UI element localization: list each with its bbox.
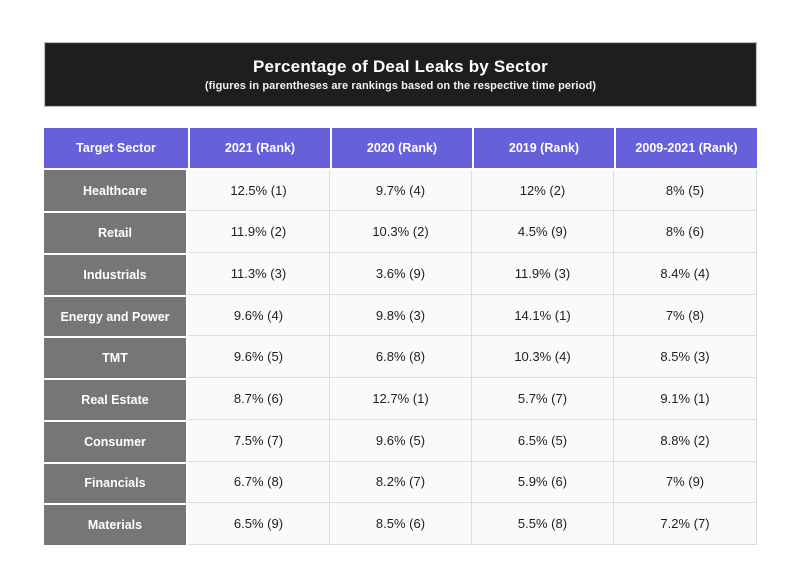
- sector-cell: Retail: [44, 211, 188, 254]
- sector-cell: Materials: [44, 503, 188, 545]
- value-cell: 8.8% (2): [614, 419, 757, 462]
- value-cell: 8.5% (6): [330, 503, 472, 545]
- value-cell: 5.9% (6): [472, 461, 614, 504]
- value-cell: 11.3% (3): [188, 253, 330, 295]
- sector-cell: Energy and Power: [44, 294, 188, 337]
- sector-leak-table: Target Sector 2021 (Rank) 2020 (Rank) 20…: [44, 128, 757, 545]
- sector-cell: Consumer: [44, 419, 188, 462]
- sector-cell: Real Estate: [44, 378, 188, 420]
- value-cell: 7.5% (7): [188, 419, 330, 462]
- column-header-2020: 2020 (Rank): [330, 128, 472, 170]
- value-cell: 14.1% (1): [472, 294, 614, 337]
- value-cell: 9.1% (1): [614, 378, 757, 420]
- value-cell: 7% (9): [614, 461, 757, 504]
- value-cell: 11.9% (3): [472, 253, 614, 295]
- value-cell: 10.3% (4): [472, 336, 614, 379]
- value-cell: 9.6% (5): [330, 419, 472, 462]
- value-cell: 6.5% (5): [472, 419, 614, 462]
- column-header-2021: 2021 (Rank): [188, 128, 330, 170]
- value-cell: 9.7% (4): [330, 169, 472, 212]
- column-header-target-sector: Target Sector: [44, 128, 188, 170]
- value-cell: 9.8% (3): [330, 294, 472, 337]
- value-cell: 6.8% (8): [330, 336, 472, 379]
- value-cell: 12.7% (1): [330, 378, 472, 420]
- value-cell: 11.9% (2): [188, 211, 330, 254]
- value-cell: 9.6% (5): [188, 336, 330, 379]
- value-cell: 6.7% (8): [188, 461, 330, 504]
- value-cell: 8.2% (7): [330, 461, 472, 504]
- chart-subtitle: (figures in parentheses are rankings bas…: [204, 80, 597, 92]
- chart-title: Percentage of Deal Leaks by Sector: [253, 57, 548, 76]
- value-cell: 8.5% (3): [614, 336, 757, 379]
- column-header-2009-2021: 2009-2021 (Rank): [614, 128, 757, 170]
- sector-cell: TMT: [44, 336, 188, 379]
- column-header-2019: 2019 (Rank): [472, 128, 614, 170]
- sector-cell: Financials: [44, 461, 188, 504]
- value-cell: 8% (6): [614, 211, 757, 254]
- title-banner: Percentage of Deal Leaks by Sector (figu…: [44, 42, 757, 107]
- sector-cell: Industrials: [44, 253, 188, 295]
- sector-cell: Healthcare: [44, 169, 188, 212]
- value-cell: 12.5% (1): [188, 169, 330, 212]
- value-cell: 9.6% (4): [188, 294, 330, 337]
- value-cell: 3.6% (9): [330, 253, 472, 295]
- value-cell: 8.4% (4): [614, 253, 757, 295]
- value-cell: 5.7% (7): [472, 378, 614, 420]
- value-cell: 7% (8): [614, 294, 757, 337]
- value-cell: 12% (2): [472, 169, 614, 212]
- value-cell: 4.5% (9): [472, 211, 614, 254]
- value-cell: 8.7% (6): [188, 378, 330, 420]
- value-cell: 6.5% (9): [188, 503, 330, 545]
- value-cell: 10.3% (2): [330, 211, 472, 254]
- value-cell: 5.5% (8): [472, 503, 614, 545]
- value-cell: 7.2% (7): [614, 503, 757, 545]
- value-cell: 8% (5): [614, 169, 757, 212]
